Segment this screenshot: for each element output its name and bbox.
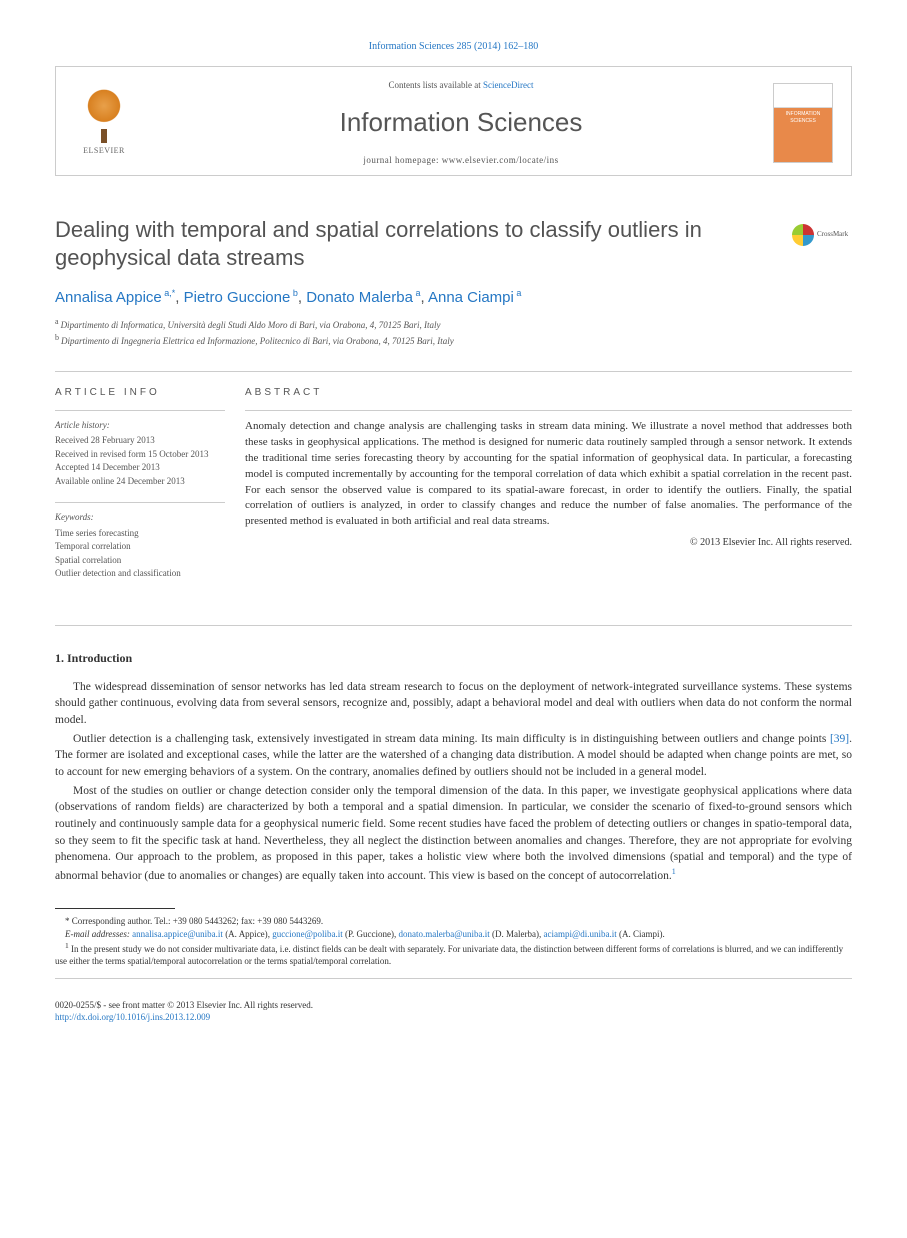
history-line: Available online 24 December 2013: [55, 475, 225, 489]
body-paragraph: Outlier detection is a challenging task,…: [55, 731, 852, 781]
author-affil-marker: b: [290, 288, 298, 298]
crossmark-label: CrossMark: [817, 230, 848, 240]
journal-homepage-line: journal homepage: www.elsevier.com/locat…: [149, 154, 773, 167]
body-paragraph: Most of the studies on outlier or change…: [55, 783, 852, 885]
divider: [55, 371, 852, 372]
keyword: Time series forecasting: [55, 527, 225, 541]
divider: [245, 410, 852, 411]
body-paragraph: The widespread dissemination of sensor n…: [55, 679, 852, 729]
elsevier-tree-icon: [80, 89, 128, 137]
email-footnote: E-mail addresses: annalisa.appice@uniba.…: [55, 928, 852, 941]
journal-cover-thumbnail: INFORMATION SCIENCES: [773, 83, 833, 163]
crossmark-icon: [792, 224, 814, 246]
citation-line: Information Sciences 285 (2014) 162–180: [55, 40, 852, 54]
affiliation-line: a Dipartimento di Informatica, Universit…: [55, 316, 852, 333]
history-label: Article history:: [55, 419, 225, 433]
elsevier-logo: ELSEVIER: [74, 88, 134, 158]
keyword: Temporal correlation: [55, 540, 225, 554]
affiliation-marker: b: [55, 333, 61, 342]
crossmark-badge[interactable]: CrossMark: [792, 222, 852, 248]
history-line: Received in revised form 15 October 2013: [55, 448, 225, 462]
author-affil-marker: a,*: [162, 288, 176, 298]
author-name-link[interactable]: Annalisa Appice: [55, 289, 162, 306]
author: Pietro Guccione b: [184, 289, 298, 306]
issn-line: 0020-0255/$ - see front matter © 2013 El…: [55, 999, 852, 1012]
contents-prefix: Contents lists available at: [389, 80, 483, 90]
affiliation-line: b Dipartimento di Ingegneria Elettrica e…: [55, 332, 852, 349]
author-name-link[interactable]: Anna Ciampi: [428, 289, 514, 306]
abstract-heading: ABSTRACT: [245, 386, 852, 400]
homepage-url: www.elsevier.com/locate/ins: [442, 155, 559, 165]
keyword: Spatial correlation: [55, 554, 225, 568]
history-line: Received 28 February 2013: [55, 434, 225, 448]
footnote-1: 1 In the present study we do not conside…: [55, 941, 852, 968]
author: Donato Malerba a: [306, 289, 420, 306]
journal-header: ELSEVIER Contents lists available at Sci…: [55, 66, 852, 176]
page-footer: 0020-0255/$ - see front matter © 2013 El…: [55, 993, 852, 1024]
author: Annalisa Appice a,*: [55, 289, 175, 306]
contents-available-line: Contents lists available at ScienceDirec…: [149, 79, 773, 92]
sciencedirect-link[interactable]: ScienceDirect: [483, 80, 533, 90]
author: Anna Ciampi a: [428, 289, 521, 306]
divider: [55, 978, 852, 979]
abstract-copyright: © 2013 Elsevier Inc. All rights reserved…: [245, 536, 852, 550]
author-affil-marker: a: [514, 288, 522, 298]
publisher-name: ELSEVIER: [83, 145, 125, 156]
author-name-link[interactable]: Donato Malerba: [306, 289, 413, 306]
article-info-column: ARTICLE INFO Article history: Received 2…: [55, 386, 245, 595]
divider: [55, 410, 225, 411]
footnote-1-marker: 1: [65, 941, 69, 950]
email-link[interactable]: guccione@poliba.it: [272, 929, 343, 939]
abstract-column: ABSTRACT Anomaly detection and change an…: [245, 386, 852, 595]
affiliation-marker: a: [55, 317, 61, 326]
abstract-text: Anomaly detection and change analysis ar…: [245, 419, 852, 531]
history-line: Accepted 14 December 2013: [55, 461, 225, 475]
emails-label: E-mail addresses:: [65, 929, 132, 939]
footnote-1-text: In the present study we do not consider …: [55, 944, 843, 967]
keyword: Outlier detection and classification: [55, 567, 225, 581]
email-link[interactable]: aciampi@di.uniba.it: [543, 929, 616, 939]
homepage-prefix: journal homepage:: [363, 155, 441, 165]
section-heading-intro: 1. Introduction: [55, 650, 852, 667]
corresponding-author-footnote: * Corresponding author. Tel.: +39 080 54…: [55, 915, 852, 928]
email-link[interactable]: annalisa.appice@uniba.it: [132, 929, 223, 939]
footnote-ref[interactable]: 1: [672, 867, 676, 876]
citation-link[interactable]: [39]: [830, 733, 849, 745]
journal-title: Information Sciences: [149, 104, 773, 140]
author-name-link[interactable]: Pietro Guccione: [184, 289, 291, 306]
article-info-heading: ARTICLE INFO: [55, 386, 225, 400]
author-list: Annalisa Appice a,*, Pietro Guccione b, …: [55, 287, 852, 308]
divider: [55, 502, 225, 503]
doi-link[interactable]: http://dx.doi.org/10.1016/j.ins.2013.12.…: [55, 1012, 210, 1022]
footnote-separator: [55, 908, 175, 909]
cover-title-text: INFORMATION SCIENCES: [774, 108, 832, 125]
author-affil-marker: a: [413, 288, 421, 298]
affiliation-list: a Dipartimento di Informatica, Universit…: [55, 316, 852, 349]
article-title: Dealing with temporal and spatial correl…: [55, 216, 852, 273]
keywords-label: Keywords:: [55, 511, 225, 525]
email-link[interactable]: donato.malerba@uniba.it: [398, 929, 489, 939]
